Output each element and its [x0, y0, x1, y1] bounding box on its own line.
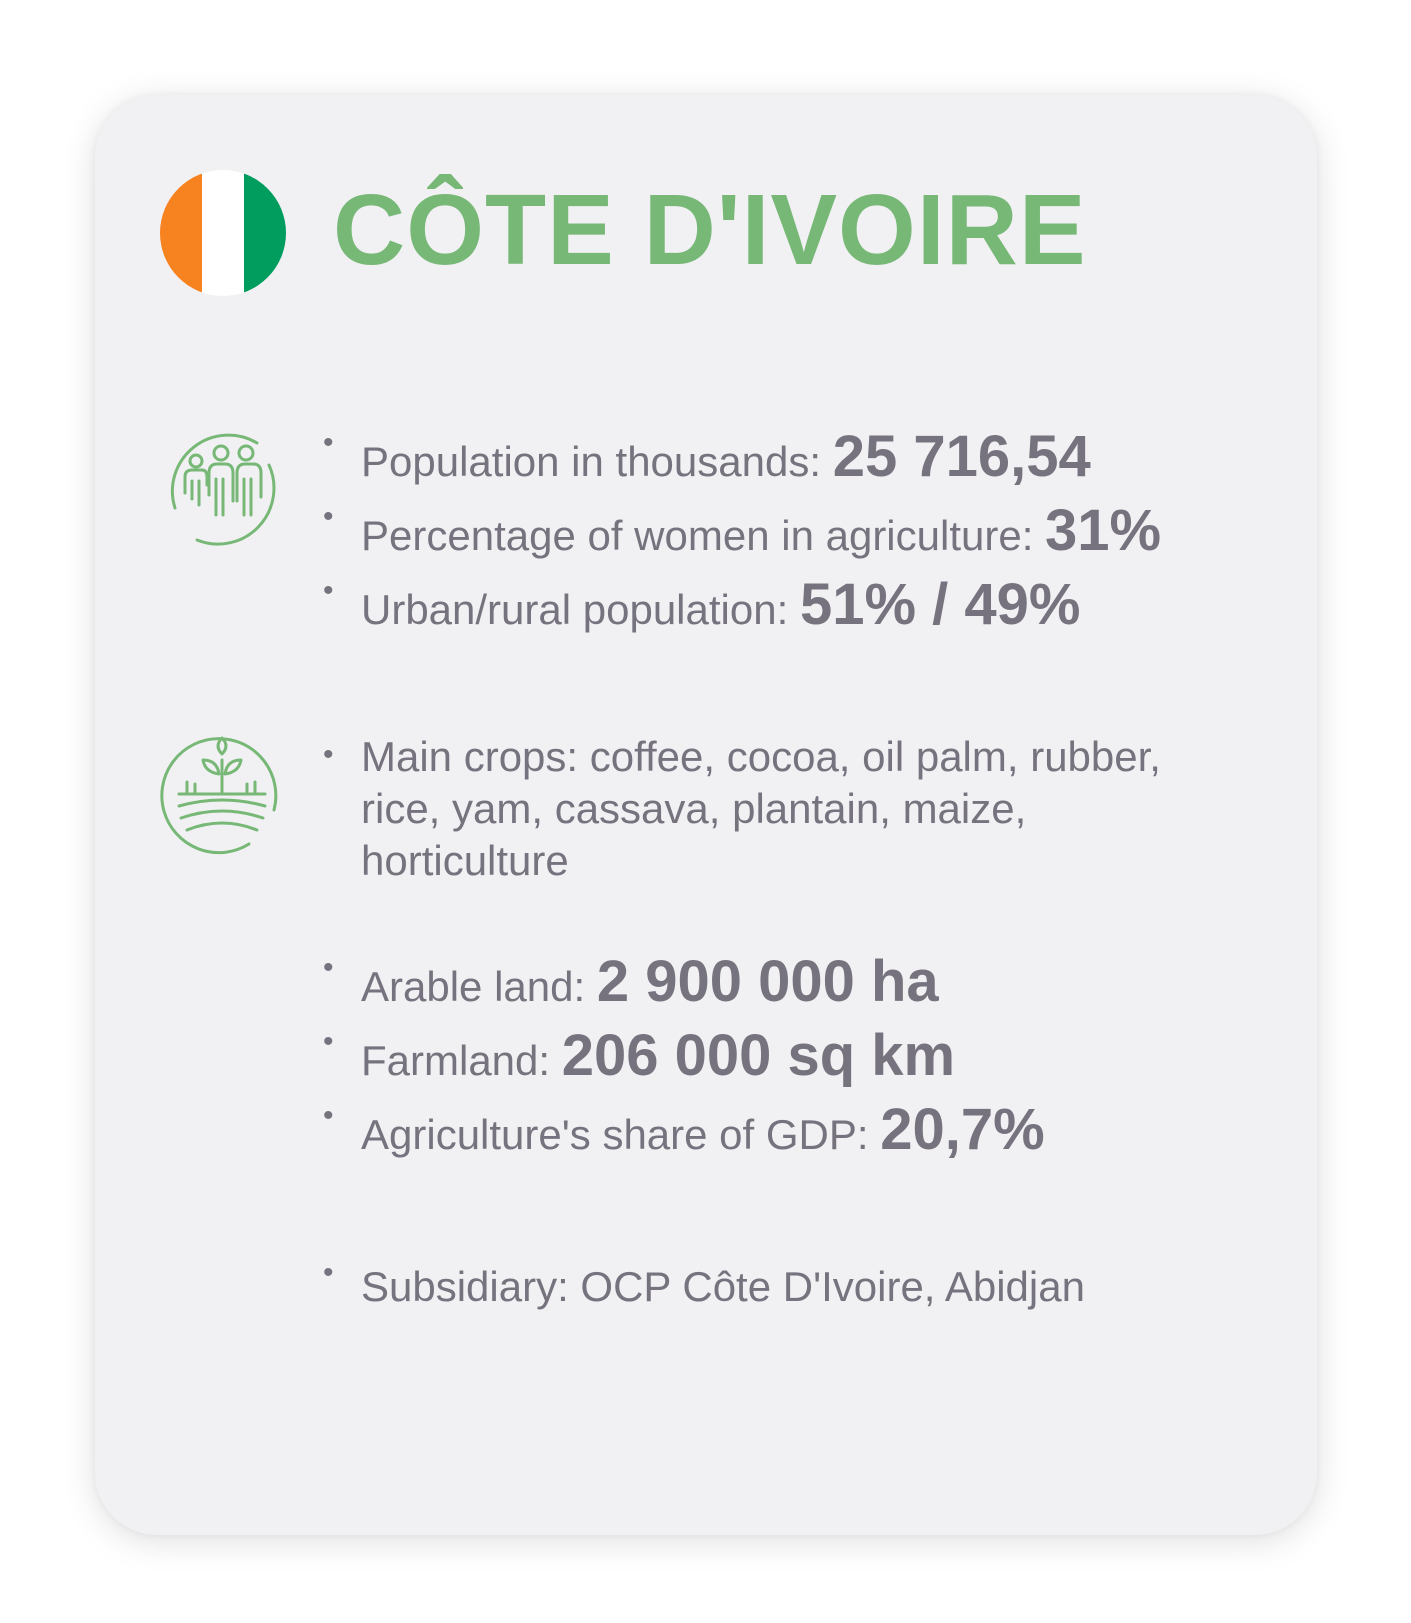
country-card: CÔTE D'IVOIRE Population in thousands: 2… — [95, 95, 1317, 1535]
subsidiary-list: Subsidiary: OCP Côte D'Ivoire, Abidjan — [323, 1250, 1303, 1324]
list-item: Percentage of women in agriculture: 31% — [323, 494, 1303, 568]
list-item: Urban/rural population: 51% / 49% — [323, 568, 1303, 642]
list-item: Arable land: 2 900 000 ha — [323, 945, 1303, 1019]
stat-value: 25 716,54 — [832, 424, 1091, 489]
stat-label: Percentage of women in agriculture: — [361, 512, 1046, 559]
stat-label: Arable land: — [361, 963, 597, 1010]
list-item: Farmland: 206 000 sq km — [323, 1019, 1303, 1093]
stat-label: Agriculture's share of GDP: — [361, 1111, 881, 1158]
list-item: Population in thousands: 25 716,54 — [323, 420, 1303, 494]
list-item: Main crops: coffee, cocoa, oil palm, rub… — [323, 731, 1243, 887]
crops-list: Main crops: coffee, cocoa, oil palm, rub… — [323, 731, 1243, 887]
population-stats-list: Population in thousands: 25 716,54 Perce… — [323, 420, 1303, 642]
crop-field-icon — [157, 730, 287, 860]
list-item: Agriculture's share of GDP: 20,7% — [323, 1093, 1303, 1167]
stat-value: 20,7% — [880, 1097, 1045, 1162]
cote-divoire-flag-icon — [160, 170, 286, 296]
flag-green-stripe — [244, 170, 286, 296]
stat-label: Population in thousands: — [361, 438, 833, 485]
stat-value: 31% — [1045, 498, 1162, 563]
stat-value: 206 000 sq km — [561, 1023, 956, 1088]
stat-value: 51% / 49% — [799, 572, 1081, 637]
stat-value: 2 900 000 ha — [596, 949, 939, 1014]
people-group-icon — [157, 423, 287, 553]
land-stats-list: Arable land: 2 900 000 ha Farmland: 206 … — [323, 945, 1303, 1167]
list-item: Subsidiary: OCP Côte D'Ivoire, Abidjan — [323, 1250, 1303, 1324]
page-title: CÔTE D'IVOIRE — [333, 174, 1087, 286]
stat-label: Farmland: — [361, 1037, 562, 1084]
flag-white-stripe — [202, 170, 244, 296]
stat-label: Urban/rural population: — [361, 586, 800, 633]
flag-orange-stripe — [160, 170, 202, 296]
